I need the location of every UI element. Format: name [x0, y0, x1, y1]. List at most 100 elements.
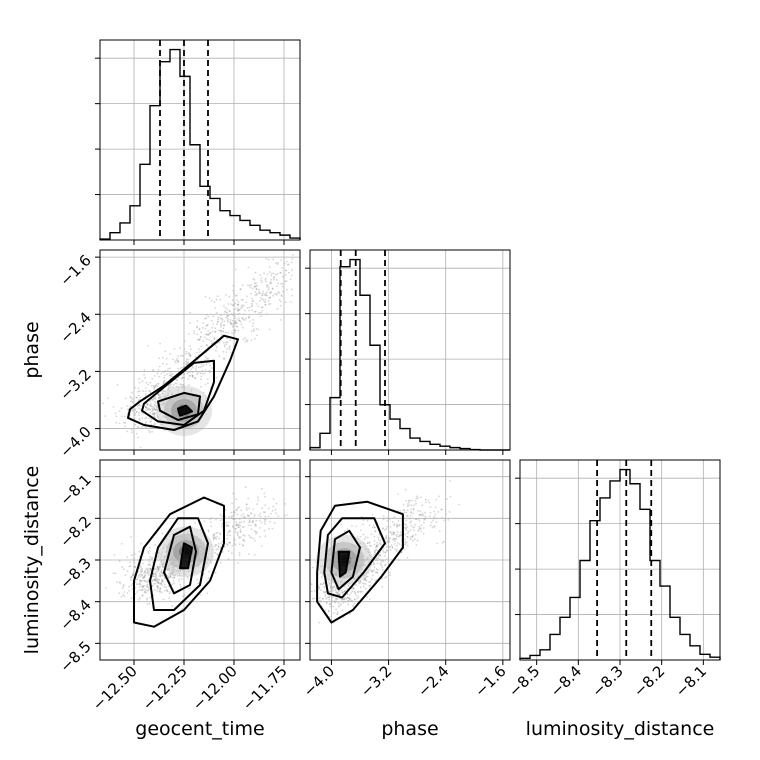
scatter-point	[392, 538, 394, 541]
scatter-point	[143, 590, 146, 593]
scatter-point	[344, 585, 346, 588]
scatter-point	[158, 566, 161, 568]
scatter-point	[249, 536, 251, 538]
scatter-point	[318, 621, 321, 624]
scatter-point	[208, 339, 211, 341]
scatter-point	[341, 589, 343, 592]
scatter-point	[220, 329, 223, 332]
scatter-point	[263, 492, 266, 495]
scatter-point	[394, 538, 397, 541]
scatter-point	[150, 557, 153, 560]
scatter-point	[129, 561, 132, 564]
scatter-point	[239, 528, 242, 531]
scatter-point	[350, 592, 353, 594]
scatter-point	[264, 515, 267, 518]
scatter-point	[166, 590, 169, 592]
scatter-point	[153, 423, 155, 426]
scatter-point	[115, 415, 118, 418]
scatter-point	[196, 326, 198, 329]
scatter-point	[262, 511, 265, 514]
scatter-point	[204, 328, 207, 330]
scatter-point	[227, 531, 229, 534]
scatter-point	[138, 417, 141, 420]
scatter-point	[224, 311, 227, 313]
scatter-point	[257, 305, 260, 307]
scatter-point	[139, 565, 142, 567]
scatter-point	[375, 568, 378, 570]
scatter-point	[209, 332, 212, 334]
scatter-point	[386, 545, 388, 548]
scatter-point	[193, 332, 196, 335]
contour-phase-luminosity_distance-1	[323, 517, 386, 599]
scatter-point	[351, 525, 353, 527]
scatter-point	[228, 347, 231, 349]
scatter-point	[238, 537, 241, 539]
scatter-point	[398, 524, 401, 527]
scatter-point	[116, 581, 118, 583]
scatter-point	[130, 428, 133, 431]
scatter-point	[144, 570, 146, 573]
scatter-point	[179, 383, 182, 386]
scatter-point	[157, 586, 159, 589]
scatter-point	[188, 352, 190, 355]
scatter-point	[376, 545, 379, 548]
scatter-point	[161, 392, 164, 395]
scatter-point	[244, 486, 247, 489]
scatter-point	[248, 316, 250, 319]
scatter-point	[435, 521, 438, 523]
scatter-point	[268, 507, 270, 510]
scatter-point	[357, 591, 359, 594]
scatter-point	[336, 591, 338, 593]
scatter-point	[204, 383, 207, 386]
scatter-point	[167, 386, 170, 389]
scatter-point	[373, 539, 376, 542]
scatter-point	[365, 579, 368, 582]
scatter-point	[204, 369, 207, 371]
scatter-point	[196, 373, 198, 375]
scatter-point	[279, 304, 282, 307]
scatter-point	[137, 387, 140, 390]
scatter-point	[347, 584, 350, 587]
scatter-point	[226, 319, 229, 322]
scatter-point	[169, 386, 172, 389]
scatter-point	[363, 577, 366, 580]
scatter-point	[217, 542, 220, 545]
scatter-point	[424, 511, 426, 514]
scatter-point	[340, 603, 342, 605]
scatter-point	[242, 318, 245, 321]
scatter-point	[286, 260, 288, 263]
scatter-point	[128, 565, 131, 568]
scatter-point	[174, 382, 177, 385]
scatter-point	[332, 589, 335, 592]
scatter-point	[151, 556, 154, 559]
scatter-point	[158, 393, 160, 396]
scatter-point	[187, 361, 190, 363]
scatter-point	[241, 298, 244, 301]
scatter-point	[144, 390, 147, 392]
scatter-point	[417, 510, 420, 512]
scatter-point	[112, 572, 115, 575]
scatter-point	[253, 311, 256, 313]
scatter-point	[144, 393, 147, 395]
scatter-point	[353, 598, 356, 601]
scatter-point	[231, 299, 234, 302]
scatter-point	[152, 575, 154, 578]
scatter-point	[227, 321, 230, 323]
scatter-point	[238, 308, 240, 311]
scatter-point	[186, 363, 189, 365]
scatter-point	[379, 563, 382, 566]
scatter-point	[144, 376, 147, 379]
scatter-point	[263, 272, 265, 275]
contour-geocent_time-phase-3	[177, 404, 193, 417]
scatter-point	[144, 426, 147, 429]
scatter-point	[223, 344, 226, 346]
scatter-point	[152, 412, 155, 414]
scatter-point	[254, 523, 256, 526]
scatter-point	[144, 406, 147, 408]
scatter-point	[433, 525, 436, 528]
scatter-point	[326, 596, 329, 599]
scatter-point	[281, 283, 284, 285]
scatter-point	[415, 502, 417, 505]
scatter-point	[390, 533, 393, 536]
scatter-point	[236, 319, 239, 321]
